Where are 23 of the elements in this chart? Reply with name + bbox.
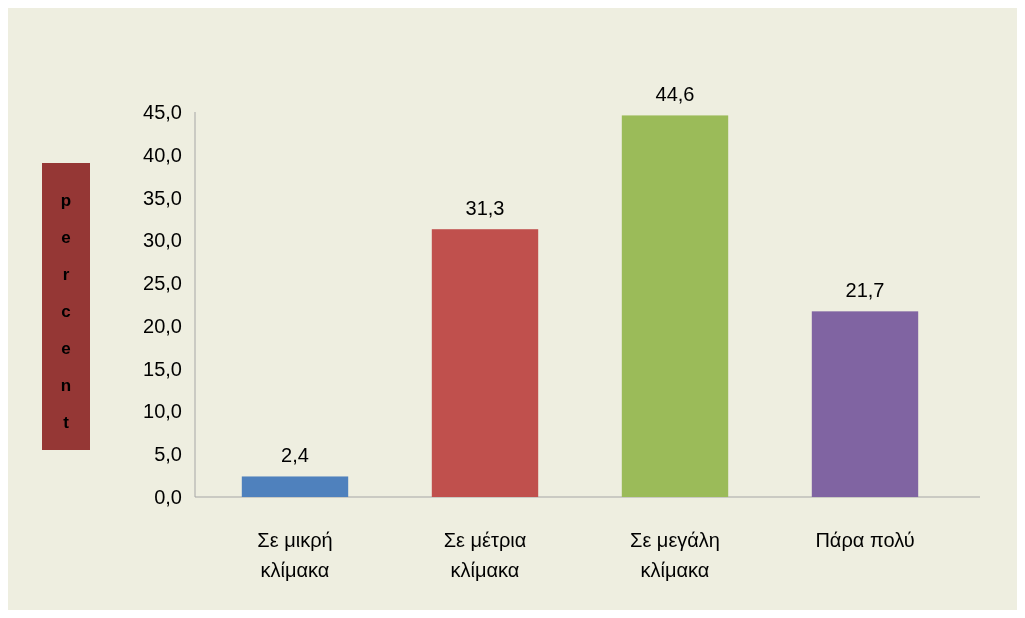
x-tick-label: Σε μικρή κλίμακα [257,529,333,581]
data-label: 44,6 [655,83,695,106]
x-tick-label: Πάρα πολύ [815,529,915,551]
y-tick-label: 30,0 [143,229,182,252]
bar [811,311,919,497]
y-tick-label: 5,0 [154,443,182,466]
y-tick-label: 10,0 [143,400,182,423]
data-label: 21,7 [845,279,885,302]
y-tick-label: 20,0 [143,314,182,337]
bar [241,476,349,497]
y-tick-label: 40,0 [143,143,182,166]
y-tick-label: 0,0 [154,486,182,508]
x-tick-label: Σε μεγάλη κλίμακα [630,529,720,581]
y-tick-label: 15,0 [143,357,182,380]
y-tick-label: 35,0 [143,186,182,209]
bar [431,229,539,497]
data-label: 31,3 [465,197,505,220]
bar [621,115,729,497]
y-tick-label: 25,0 [143,272,182,295]
y-axis-title: percent [60,191,72,432]
x-tick-label: Σε μέτρια κλίμακα [443,529,527,581]
data-label: 2,4 [281,444,309,467]
y-tick-label: 45,0 [143,101,182,123]
